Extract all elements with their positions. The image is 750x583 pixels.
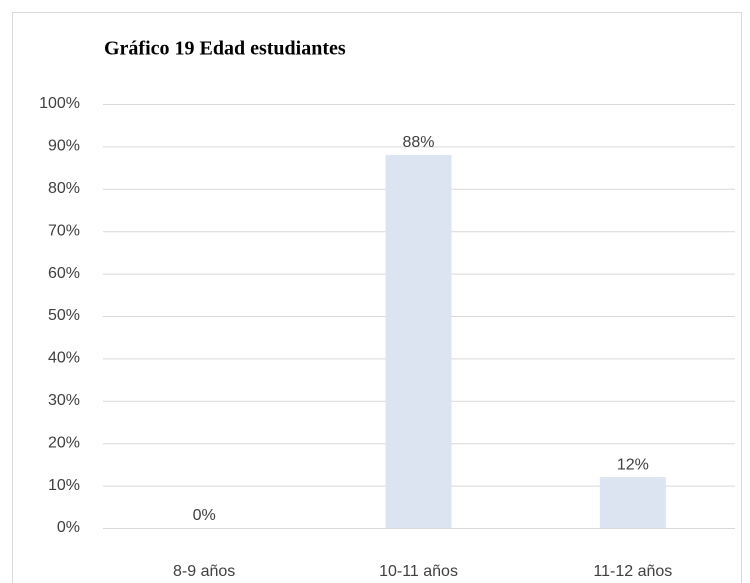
bar xyxy=(385,154,452,528)
bar xyxy=(599,477,666,528)
y-tick-label: 0% xyxy=(57,519,80,536)
data-label: 0% xyxy=(193,507,216,524)
y-tick-label: 20% xyxy=(48,434,80,451)
y-tick-label: 60% xyxy=(48,265,80,282)
y-tick-label: 50% xyxy=(48,307,80,324)
data-label: 88% xyxy=(402,134,434,151)
y-tick-label: 40% xyxy=(48,350,80,367)
chart-title: Gráfico 19 Edad estudiantes xyxy=(104,38,346,60)
x-tick-label: 11-12 años xyxy=(593,563,672,580)
y-tick-label: 30% xyxy=(48,392,80,409)
data-label: 12% xyxy=(617,456,649,473)
x-tick-label: 8-9 años xyxy=(173,563,235,580)
y-tick-label: 90% xyxy=(48,138,80,155)
y-tick-label: 100% xyxy=(39,95,80,112)
x-tick-label: 10-11 años xyxy=(379,563,458,580)
y-tick-label: 10% xyxy=(48,477,80,494)
y-tick-label: 70% xyxy=(48,222,80,239)
y-tick-label: 80% xyxy=(48,180,80,197)
